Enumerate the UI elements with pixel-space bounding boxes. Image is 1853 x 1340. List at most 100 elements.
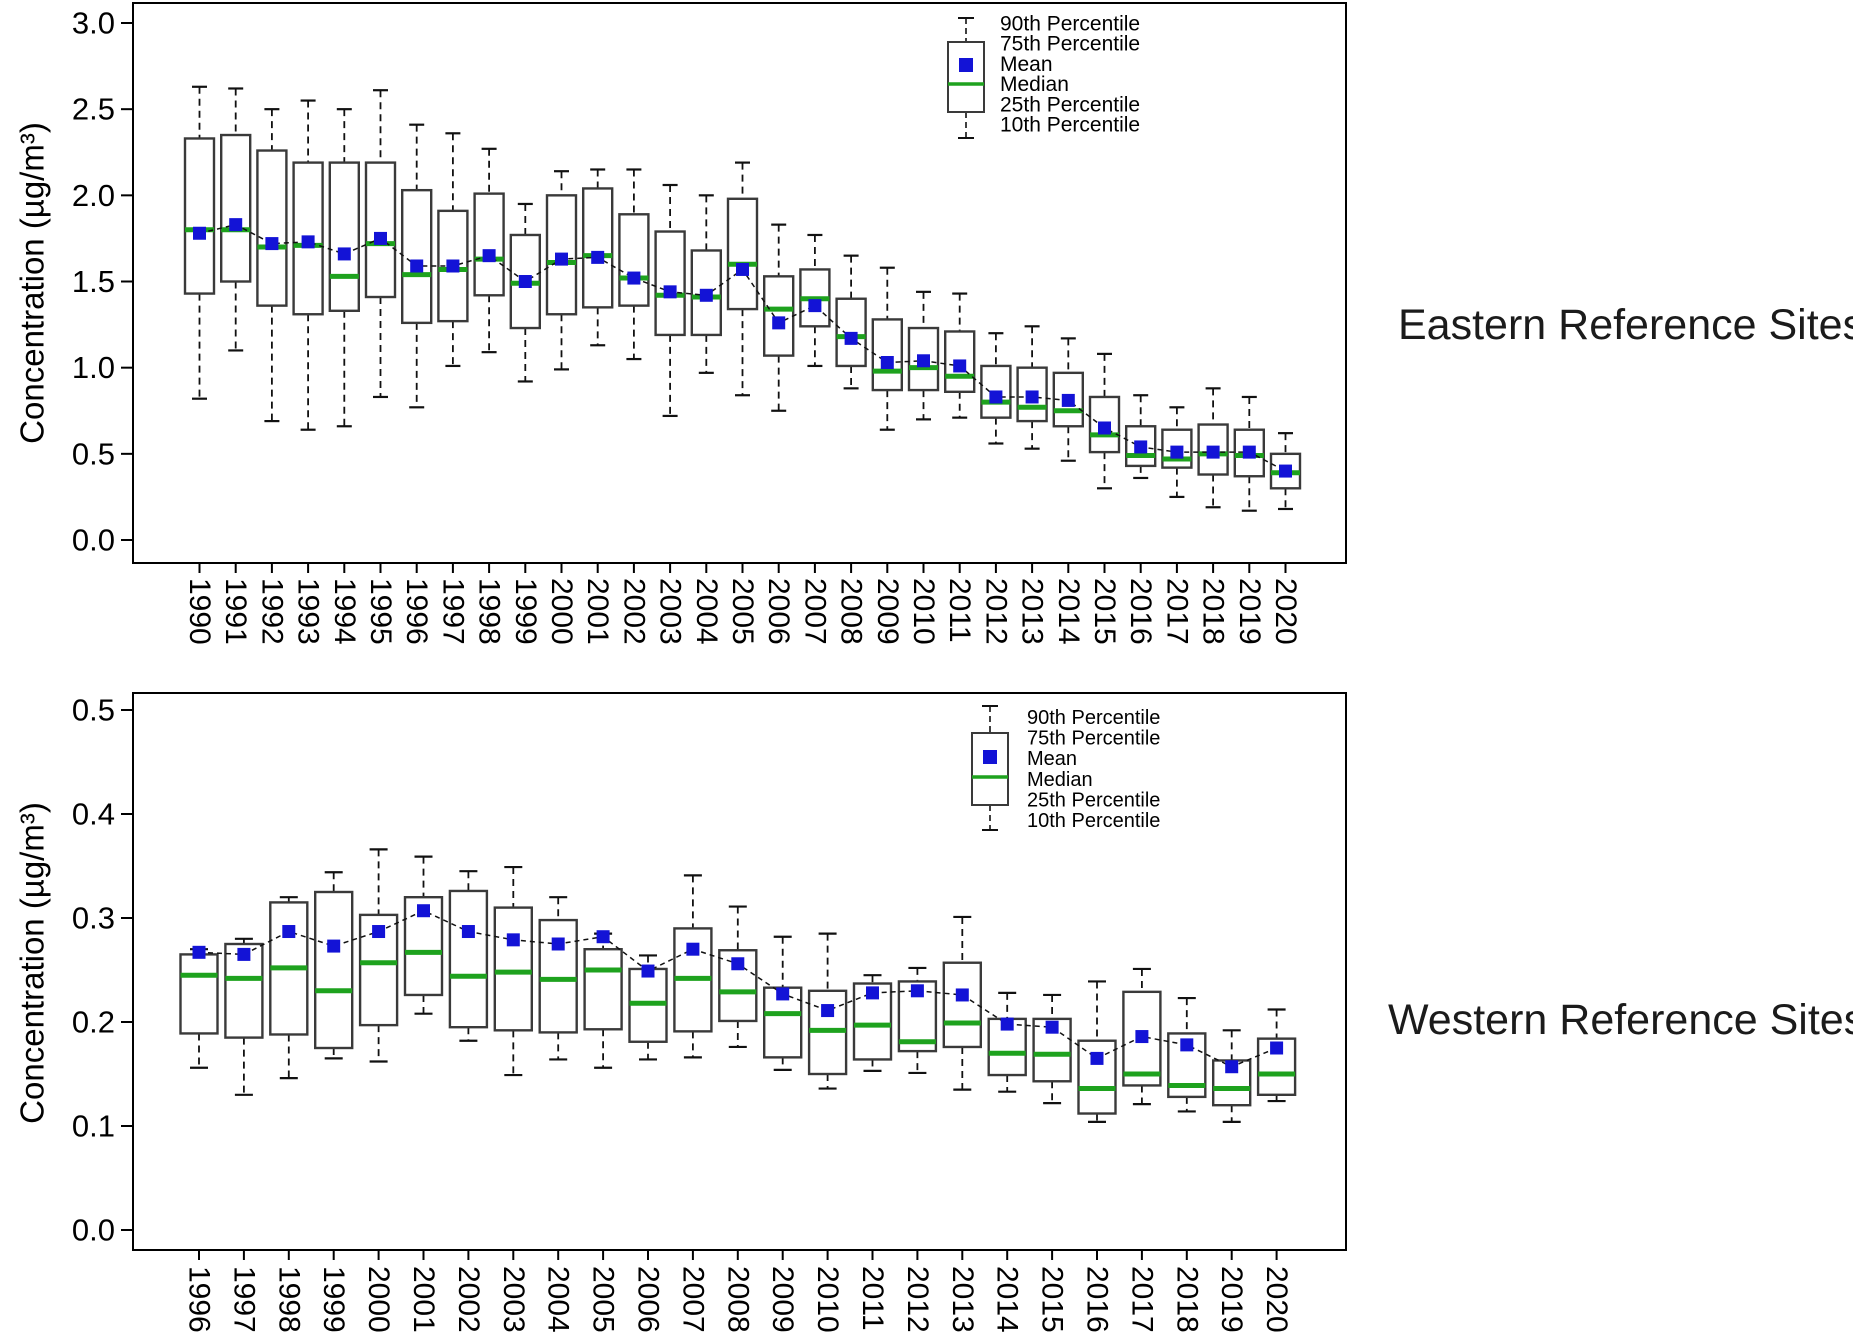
x-axis-tick-label: 2000	[545, 578, 578, 645]
x-axis-tick-label: 1997	[436, 578, 469, 645]
x-axis-tick-label: 2008	[721, 1266, 754, 1333]
mean-marker	[917, 354, 930, 368]
boxplot-box-2016	[1077, 1039, 1117, 1115]
y-axis-tick-label: 3.0	[72, 6, 115, 41]
legend-label: 10th Percentile	[1000, 114, 1140, 137]
boxplot-box-2003	[493, 906, 533, 1032]
x-axis-tick-label: 2020	[1269, 578, 1302, 645]
mean-marker	[1242, 445, 1256, 459]
legend-label: 10th Percentile	[1027, 810, 1160, 832]
plot-border	[132, 692, 1347, 1251]
mean-marker	[1206, 445, 1220, 459]
x-axis-tick-label: 2006	[762, 578, 795, 645]
mean-marker	[880, 356, 894, 370]
mean-marker	[731, 957, 745, 971]
x-axis-tick-label: 2005	[587, 1266, 620, 1333]
legend-label: 25th Percentile	[1027, 789, 1160, 811]
x-axis-tick-label: 2019	[1215, 1266, 1248, 1333]
x-axis-tick-label: 2016	[1124, 578, 1157, 645]
boxplot-box-2006	[763, 275, 795, 357]
y-axis-tick-label: 2.0	[72, 178, 115, 213]
mean-marker	[821, 1004, 835, 1018]
mean-marker	[663, 285, 677, 299]
legend-mean-marker	[959, 58, 973, 72]
mean-marker	[337, 247, 351, 261]
x-axis-tick-label: 2003	[654, 578, 687, 645]
boxplot-box-1995	[364, 161, 397, 299]
x-axis-tick-label: 2000	[362, 1266, 395, 1333]
y-axis-title: Concentration (µg/m³)	[14, 122, 51, 444]
mean-marker	[237, 947, 251, 961]
mean-marker	[229, 218, 243, 232]
x-axis-tick-label: 1991	[219, 578, 252, 645]
mean-marker	[910, 984, 924, 998]
mean-marker	[596, 930, 610, 944]
mean-marker	[866, 986, 879, 1000]
legend-mean-marker	[983, 750, 997, 764]
mean-marker	[627, 271, 641, 285]
legend-label: Median	[1000, 73, 1069, 96]
mean-marker	[282, 925, 296, 939]
y-axis-tick-label: 1.0	[72, 350, 115, 385]
x-axis-tick-label: 1990	[183, 578, 216, 645]
mean-marker	[1225, 1060, 1239, 1074]
x-axis-tick-label: 2013	[1016, 578, 1049, 645]
legend-label: 90th Percentile	[1000, 13, 1140, 36]
x-axis-tick-label: 2003	[497, 1266, 530, 1333]
mean-marker	[1270, 1041, 1284, 1055]
legend-label: Median	[1027, 769, 1093, 791]
x-axis-tick-label: 1993	[292, 578, 325, 645]
x-axis-tick-label: 1999	[509, 578, 542, 645]
mean-marker	[1135, 1030, 1149, 1044]
mean-marker	[551, 937, 565, 951]
y-axis-tick-label: 0.4	[72, 797, 115, 832]
mean-marker	[989, 390, 1003, 404]
x-axis-tick-label: 2005	[726, 578, 759, 645]
boxplot-box-1992	[256, 149, 288, 307]
y-axis-tick-label: 2.5	[72, 92, 115, 127]
x-axis-tick-label: 2019	[1233, 578, 1266, 645]
x-axis-tick-label: 2009	[871, 578, 904, 645]
mean-marker	[1279, 464, 1292, 478]
boxplot-box-2009	[871, 318, 903, 392]
x-axis-tick-label: 2012	[979, 578, 1012, 645]
mean-marker	[327, 939, 341, 953]
x-axis-tick-label: 1999	[317, 1266, 350, 1333]
y-axis-tick-label: 0.0	[72, 523, 115, 558]
mean-marker	[265, 237, 279, 251]
boxplot-box-1998	[473, 192, 505, 297]
x-axis-tick-label: 1997	[227, 1266, 260, 1333]
mean-marker	[686, 942, 700, 956]
boxplot-box-1996	[179, 953, 219, 1035]
mean-marker	[1061, 393, 1075, 407]
x-axis-tick-label: 2001	[407, 1266, 440, 1333]
legend-label: 75th Percentile	[1027, 728, 1160, 750]
mean-marker	[1134, 440, 1148, 454]
mean-marker	[1090, 1051, 1104, 1065]
y-axis-tick-label: 0.5	[72, 693, 115, 728]
x-axis-tick-label: 1994	[328, 578, 361, 645]
y-axis-tick-label: 0.1	[72, 1109, 115, 1144]
y-axis-title: Concentration (µg/m³)	[14, 802, 51, 1124]
mean-marker	[461, 925, 475, 939]
x-axis-tick-label: 2018	[1197, 578, 1230, 645]
boxplot-box-2002	[448, 889, 489, 1029]
legend-box	[971, 732, 1009, 806]
mean-marker	[192, 945, 206, 959]
x-axis-tick-label: 2016	[1081, 1266, 1114, 1333]
mean-marker	[776, 987, 790, 1001]
x-axis-tick-label: 2015	[1036, 1266, 1069, 1333]
mean-marker	[446, 259, 460, 273]
mean-marker	[1098, 421, 1111, 435]
eastern-sites-label: Eastern Reference Sites	[1398, 301, 1853, 349]
x-axis-tick-label: 2004	[690, 578, 723, 645]
boxplot-box-2003	[654, 230, 686, 337]
x-axis-tick-label: 2018	[1170, 1266, 1203, 1333]
boxplot-box-2002	[618, 213, 650, 307]
y-axis-tick-label: 1.5	[72, 264, 115, 299]
mean-marker	[506, 933, 520, 947]
y-axis-tick-label: 0.2	[72, 1005, 115, 1040]
x-axis-tick-label: 2007	[798, 578, 831, 645]
